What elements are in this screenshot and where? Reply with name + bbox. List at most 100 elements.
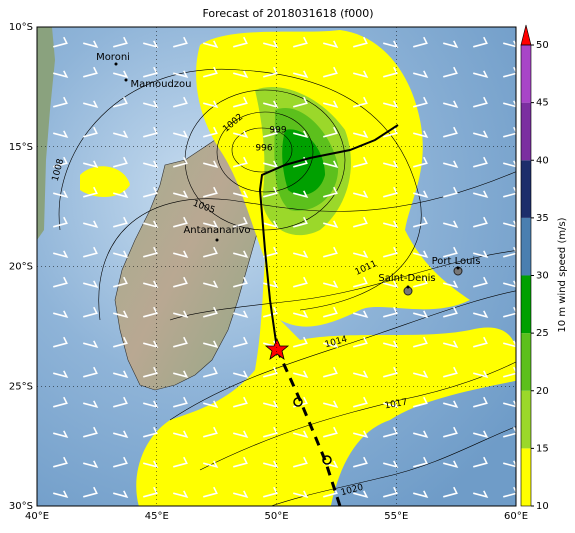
lat-tick-label: 30°S	[9, 501, 33, 512]
wind-barb	[353, 456, 368, 468]
wind-barb	[503, 220, 516, 228]
wind-barb	[83, 400, 99, 409]
wind-barb	[53, 216, 68, 228]
wind-barb	[233, 336, 248, 348]
colorbar-tick-label: 20	[536, 386, 549, 397]
wind-barb	[473, 430, 489, 439]
colorbar-tick-label: 35	[536, 213, 549, 224]
place-label: Port Louis	[432, 256, 481, 267]
wind-barb	[293, 310, 309, 319]
wind-barb	[443, 220, 459, 229]
wind-barb	[383, 366, 398, 378]
wind-barb	[83, 280, 99, 289]
wind-barb	[503, 186, 516, 198]
wind-barb	[353, 276, 368, 288]
wind-barb	[353, 370, 369, 379]
wind-barb	[503, 126, 516, 138]
colorbar-tick-label: 50	[536, 40, 549, 51]
colorbar-band	[521, 390, 531, 449]
isobar-label: 996	[255, 144, 272, 154]
place-label: Saint-Denis	[378, 273, 435, 284]
wind-barb	[323, 66, 338, 78]
wind-barb	[203, 126, 218, 138]
wind-barb	[113, 190, 129, 199]
wind-barb	[323, 426, 338, 438]
wind-barb	[143, 220, 159, 229]
wind-barb	[263, 40, 279, 49]
wind-barb	[263, 220, 279, 229]
wind-barb	[263, 400, 279, 409]
wind-barb	[83, 340, 99, 349]
wind-barb	[263, 366, 278, 378]
wind-barb	[203, 366, 218, 378]
wind-barb	[113, 430, 129, 439]
wind-barb	[203, 100, 219, 109]
colorbar-band	[521, 333, 531, 391]
wind-barb	[443, 426, 458, 438]
wind-barb	[503, 486, 516, 498]
wind-barb	[443, 126, 458, 138]
wind-barb	[113, 310, 129, 319]
wind-barb	[173, 156, 188, 168]
wind-barb	[53, 276, 68, 288]
wind-barb	[53, 250, 69, 259]
wind-barb	[293, 36, 308, 48]
isobar	[58, 68, 422, 311]
colorbar-tick-label: 25	[536, 328, 549, 339]
wind-barb	[473, 36, 488, 48]
wind-barb	[143, 40, 159, 49]
wind-barb	[383, 280, 399, 289]
wind-barb	[233, 70, 249, 79]
wind-barb	[233, 456, 248, 468]
wind-barb	[173, 216, 188, 228]
wind-barb	[203, 340, 219, 349]
title: Forecast of 2018031618 (f000)	[202, 7, 373, 20]
wind-barb	[413, 310, 429, 319]
wind-barb	[383, 246, 398, 258]
wind-barb	[323, 366, 338, 378]
place-label: Mamoudzou	[130, 79, 191, 90]
wind-barb	[383, 100, 399, 109]
wind-barb	[323, 160, 339, 169]
wind-barb	[233, 216, 248, 228]
wind-barb	[473, 250, 489, 259]
lon-tick-label: 55°E	[384, 511, 408, 522]
wind-barb	[113, 96, 128, 108]
wind-barb	[503, 40, 516, 48]
wind-barb	[143, 186, 158, 198]
wind-barb	[413, 456, 428, 468]
wind-barb	[233, 370, 249, 379]
colorbar-band	[521, 45, 531, 103]
colorbar-tick-label: 10	[536, 501, 549, 512]
wind-barb	[203, 280, 219, 289]
wind-barb	[503, 160, 516, 168]
wind-barb	[473, 96, 488, 108]
wind-barb	[173, 190, 189, 199]
wind-barb	[383, 426, 398, 438]
wind-barb	[203, 486, 218, 498]
wind-barb	[503, 100, 516, 108]
colorbar: 10 15 20 25 30 35 40 45 50 10 m wind speed (m/s)	[520, 24, 568, 512]
wind-barb	[53, 96, 68, 108]
wind-barb	[443, 460, 459, 469]
wind-barb	[233, 396, 248, 408]
lat-tick-label: 15°S	[9, 142, 33, 153]
wind-barb	[353, 156, 368, 168]
wind-barb	[503, 460, 516, 468]
wind-barb	[113, 276, 128, 288]
wind-barb	[143, 306, 158, 318]
wind-barb	[503, 400, 516, 408]
wind-barb	[233, 190, 249, 199]
wind-barb	[383, 306, 398, 318]
forecast-position	[293, 397, 303, 407]
place-dot	[456, 266, 460, 270]
storm-track-forecast	[275, 348, 342, 506]
wind-barb	[53, 456, 68, 468]
wind-barb	[83, 486, 98, 498]
wind-barb	[383, 186, 398, 198]
wind-barb	[113, 456, 128, 468]
lon-tick-label: 50°E	[264, 511, 288, 522]
colorbar-tick-label: 45	[536, 98, 549, 109]
wind-barb	[473, 310, 489, 319]
wind-barb	[503, 246, 516, 258]
